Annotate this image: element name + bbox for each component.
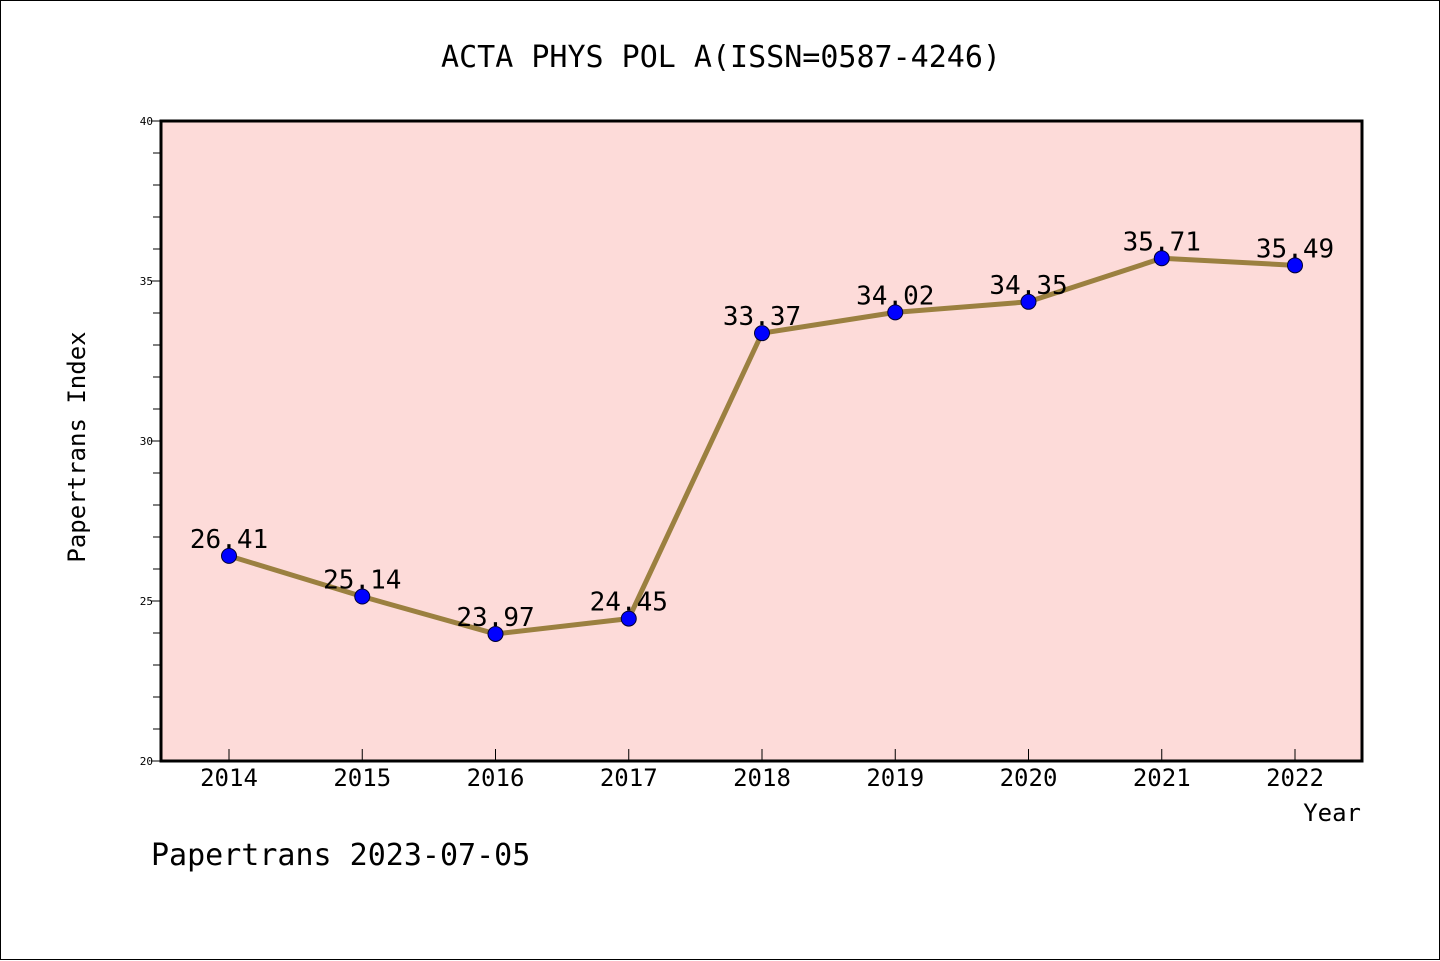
y-tick-label: 40 [140,115,153,128]
data-point [1153,250,1170,267]
y-tick-label: 35 [140,275,153,288]
x-tick-label: 2018 [733,764,791,792]
x-tick-label: 2020 [1000,764,1058,792]
chart-title: ACTA PHYS POL A(ISSN=0587-4246) [441,40,1001,75]
x-tick-label: 2021 [1133,764,1191,792]
x-tick-label: 2022 [1266,764,1324,792]
footer-text: Papertrans 2023-07-05 [151,838,530,873]
data-label: 25.14 [323,566,401,596]
data-label: 23.97 [456,603,534,633]
data-label: 34.35 [989,271,1067,301]
x-axis-title: Year [1303,799,1361,827]
data-label: 26.41 [190,525,268,555]
y-axis-title: Papertrans Index [63,331,91,562]
data-point [887,304,904,321]
data-point [487,625,504,642]
data-point [221,547,237,564]
data-label: 33.37 [723,302,801,332]
data-point [620,610,637,627]
x-tick-label: 2017 [600,764,658,792]
x-tick-label: 2015 [333,764,391,792]
data-points [221,250,1303,642]
y-tick-label: 25 [140,595,153,608]
data-point [354,588,371,605]
x-tick-label: 2016 [467,764,525,792]
data-point [754,325,770,342]
data-label: 35.49 [1256,234,1334,264]
data-point [1287,257,1303,274]
plot-border [159,119,1364,763]
data-label: 34.02 [856,281,934,311]
data-label: 24.45 [590,588,668,618]
data-label: 35.71 [1123,227,1201,257]
x-axis: 2014 2015 2016 2017 2018 2019 2020 2021 2022 [200,749,1324,792]
data-labels: 26.41 25.14 23.97 24.45 33.37 34.02 34.35 35.71… [190,227,1334,633]
x-tick-label: 2014 [200,764,258,792]
data-point [1020,293,1037,310]
y-tick-label: 20 [140,755,153,768]
x-tick-label: 2019 [866,764,924,792]
plot-area [161,121,1362,761]
y-tick-label: 30 [140,435,153,448]
y-axis: 20 25 30 35 40 [140,115,161,768]
